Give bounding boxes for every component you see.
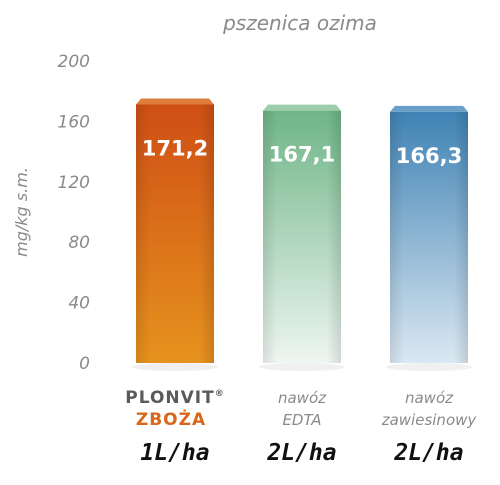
bar-value-label: 167,1: [269, 143, 335, 167]
bars: [132, 98, 472, 371]
value-labels: 171,2 167,1 166,3: [142, 136, 462, 167]
y-tick-label: 80: [68, 233, 90, 253]
y-tick-label: 160: [58, 112, 90, 132]
chart-title: pszenica ozima: [222, 11, 377, 35]
bar-shadow: [132, 363, 218, 371]
y-axis-label: mg/kg s.m.: [12, 167, 31, 257]
category-label: zawiesinowy: [381, 411, 478, 429]
bar-top: [263, 104, 341, 111]
bar-side-shade: [390, 111, 468, 364]
dose-label: 2L/ha: [266, 440, 336, 466]
category-label: nawóz: [278, 389, 327, 407]
category-label: nawóz: [405, 389, 454, 407]
bar-value-label: 166,3: [396, 144, 462, 168]
bar-top: [136, 98, 214, 105]
bar-side-shade: [136, 104, 214, 363]
bar-top: [390, 105, 468, 112]
y-tick-label: 0: [79, 354, 90, 374]
bar-side-shade: [263, 110, 341, 363]
registered-mark: ®: [215, 389, 225, 399]
category-label: EDTA: [282, 411, 321, 429]
bar-shadow: [259, 363, 345, 371]
y-tick-label: 40: [68, 294, 90, 314]
y-tick-label: 200: [58, 52, 90, 72]
y-tick-label: 120: [58, 173, 90, 193]
dose-label: 1L/ha: [140, 440, 209, 466]
bar-shadow: [386, 363, 472, 371]
category-labels: PLONVIT®ZBOŻA 1L/ha nawóz EDTA 2L/ha nawóz zaw…: [125, 388, 477, 466]
category-label-brand: PLONVIT®: [125, 388, 224, 408]
dose-label: 2L/ha: [393, 440, 463, 466]
y-axis-ticks: 0 40 80 120 160 200: [58, 52, 90, 374]
bar-value-label: 171,2: [142, 136, 208, 160]
category-label-brand-product: ZBOŻA: [136, 408, 206, 430]
